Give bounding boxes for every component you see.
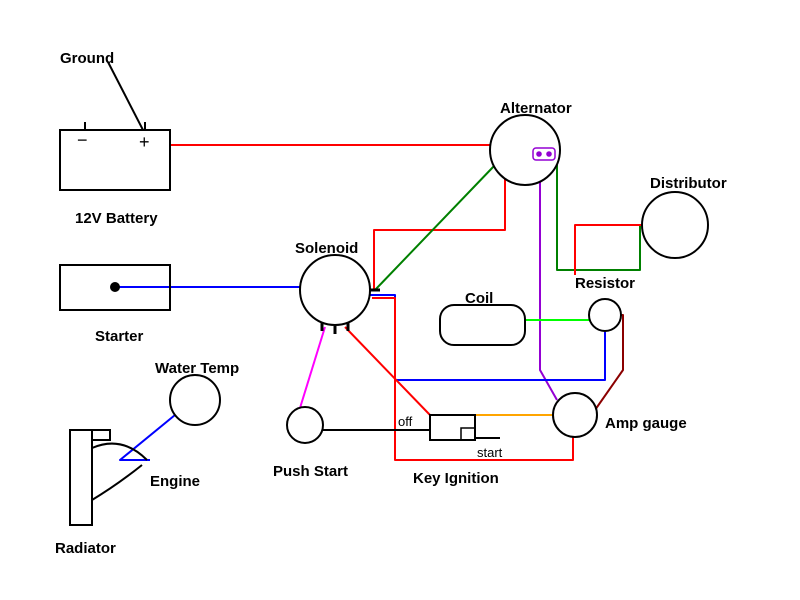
diagram-svg: −+ xyxy=(0,0,800,600)
wire-w-distributor-red xyxy=(575,225,643,275)
wire-w-sol-to-pushstart-magenta xyxy=(300,327,325,408)
wiring-diagram-canvas: −+Ground12V BatteryStarterSolenoidAltern… xyxy=(0,0,800,600)
wire-w-alt-down-green-right xyxy=(557,165,640,270)
radiator-body xyxy=(70,430,92,525)
alternator-circle xyxy=(490,115,560,185)
amp-gauge-label: Amp gauge xyxy=(605,415,687,432)
water-temp-label: Water Temp xyxy=(155,360,239,377)
starter-terminal-dot xyxy=(111,283,119,291)
wire-w-watertemp-blue xyxy=(120,415,175,460)
wire-w-sol-to-keyign-red xyxy=(345,327,430,415)
ground-label-label: Ground xyxy=(60,50,114,67)
battery-plus: + xyxy=(139,132,150,152)
resistor-circle xyxy=(589,299,621,331)
coil-rect xyxy=(440,305,525,345)
key-ignition-start-label: start xyxy=(477,445,502,460)
push-start-circle xyxy=(287,407,323,443)
push-start-label: Push Start xyxy=(273,463,348,480)
wire-w-alt-purple xyxy=(540,163,557,400)
resistor-label: Resistor xyxy=(575,275,635,292)
wire-w-alt-to-sol-green xyxy=(370,165,495,290)
radiator-label: Radiator xyxy=(55,540,116,557)
water-temp-circle xyxy=(170,375,220,425)
starter-label: Starter xyxy=(95,328,143,345)
battery-minus: − xyxy=(77,130,88,150)
components-layer: −+ xyxy=(60,115,708,525)
engine-label: Engine xyxy=(150,473,200,490)
solenoid-label: Solenoid xyxy=(295,240,358,257)
distributor-label: Distributor xyxy=(650,175,727,192)
coil-label: Coil xyxy=(465,290,493,307)
key-ignition-label: Key Ignition xyxy=(413,470,499,487)
wire-w-ground xyxy=(108,62,143,130)
wire-w-sol-to-coil-resistor-blue xyxy=(370,295,605,380)
key-ignition-off-label: off xyxy=(398,414,412,429)
amp-gauge-circle xyxy=(553,393,597,437)
battery-label: 12V Battery xyxy=(75,210,158,227)
solenoid-circle xyxy=(300,255,370,325)
alternator-label: Alternator xyxy=(500,100,572,117)
distributor-circle xyxy=(642,192,708,258)
